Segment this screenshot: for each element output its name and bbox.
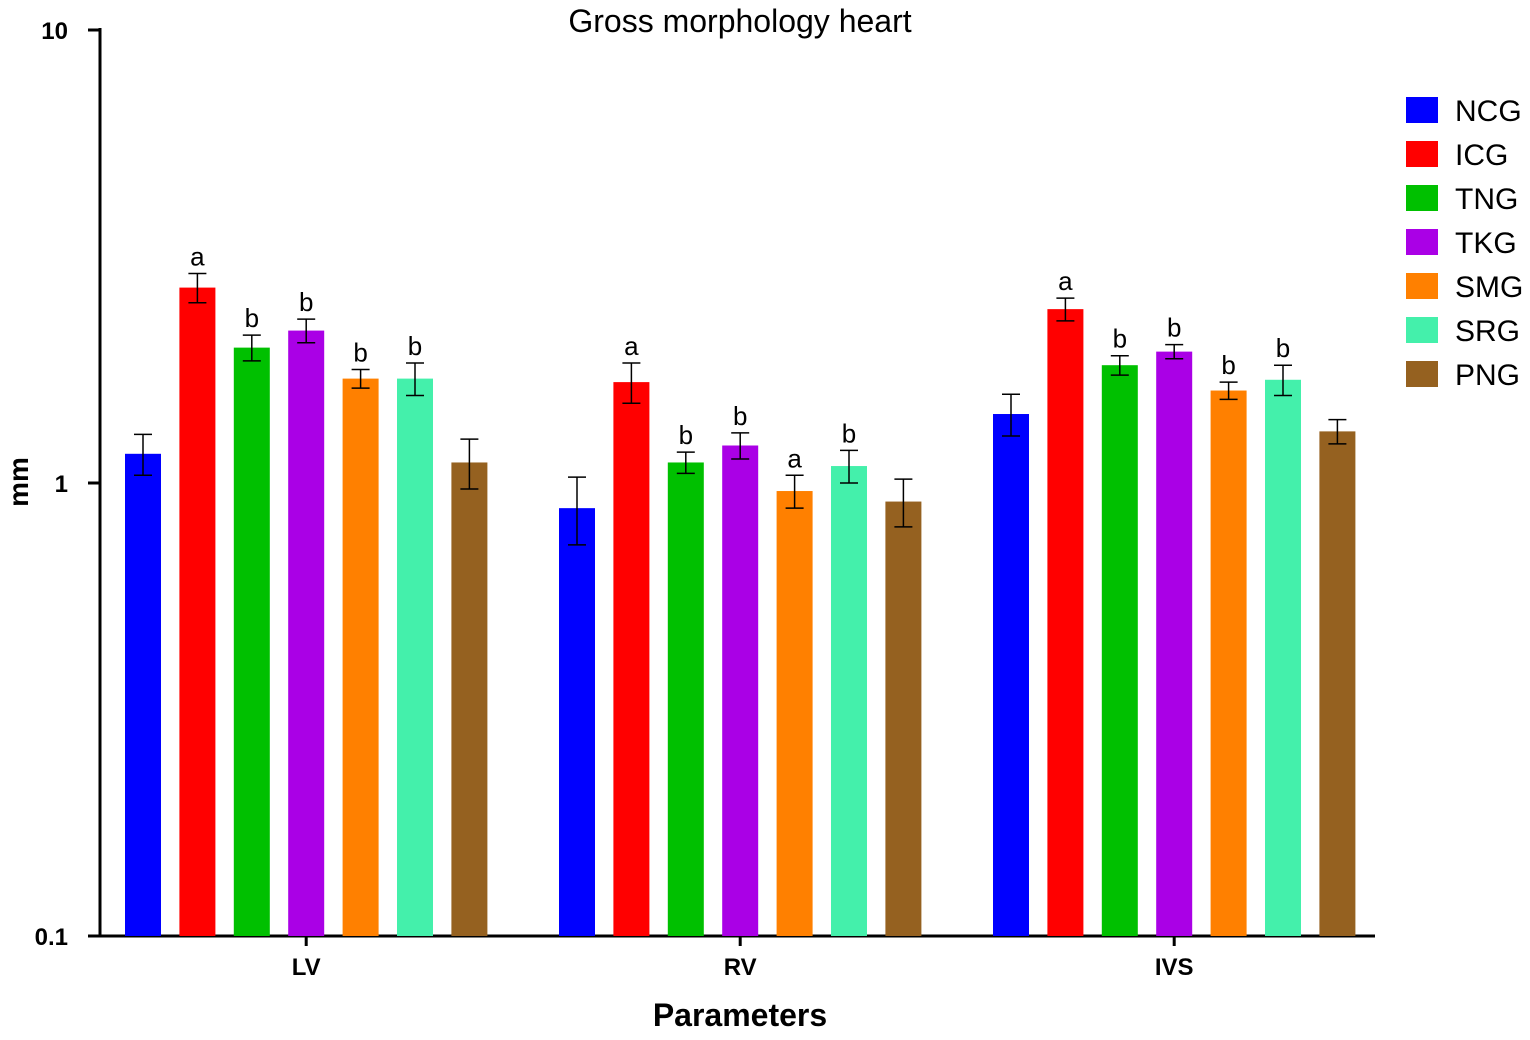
bar-ncg-ivs bbox=[993, 414, 1029, 936]
error-bar-ncg-ivs bbox=[1002, 393, 1020, 437]
bar-png-lv bbox=[451, 462, 488, 936]
legend-swatch-ncg bbox=[1406, 97, 1438, 123]
significance-label: a bbox=[787, 443, 802, 473]
significance-label: b bbox=[842, 418, 856, 448]
legend-label-ncg: NCG bbox=[1455, 95, 1522, 128]
bar-smg-lv bbox=[342, 378, 379, 936]
significance-label: b bbox=[1113, 324, 1127, 354]
error-bar-smg-rv bbox=[785, 474, 804, 509]
y-tick-label: 1 bbox=[55, 471, 68, 498]
significance-label: b bbox=[353, 338, 367, 368]
legend-label-icg: ICG bbox=[1455, 139, 1508, 172]
legend: NCG ICG TNG TKG SMG SRG PNG bbox=[1406, 95, 1523, 392]
legend-swatch-icg bbox=[1406, 141, 1438, 167]
legend-swatch-png bbox=[1406, 361, 1438, 387]
legend-swatch-tng bbox=[1406, 185, 1438, 211]
significance-label: b bbox=[1276, 333, 1290, 363]
significance-label: b bbox=[299, 287, 313, 317]
error-bar-tng-ivs bbox=[1110, 354, 1129, 376]
chart-title: Gross morphology heart bbox=[568, 3, 911, 39]
error-bar-srg-ivs bbox=[1274, 364, 1292, 397]
bar-icg-rv bbox=[613, 382, 650, 936]
error-bar-icg-lv bbox=[188, 272, 207, 304]
legend-label-png: PNG bbox=[1455, 359, 1520, 392]
bar-ncg-lv bbox=[125, 453, 161, 936]
y-axis-label: mm bbox=[3, 457, 34, 507]
error-bar-tng-rv bbox=[676, 451, 695, 475]
error-bar-srg-lv bbox=[406, 362, 424, 397]
legend-label-smg: SMG bbox=[1455, 271, 1523, 304]
bar-tkg-lv bbox=[288, 330, 325, 936]
error-bar-ncg-lv bbox=[134, 433, 152, 477]
bar-icg-lv bbox=[179, 287, 216, 936]
bar-srg-ivs bbox=[1265, 379, 1301, 936]
significance-label: b bbox=[1167, 313, 1181, 343]
error-bar-srg-rv bbox=[840, 449, 858, 484]
error-bar-png-rv bbox=[894, 478, 913, 528]
legend-label-tkg: TKG bbox=[1455, 227, 1517, 260]
legend-label-srg: SRG bbox=[1455, 315, 1520, 348]
bar-tng-ivs bbox=[1101, 365, 1138, 937]
bar-tkg-ivs bbox=[1156, 351, 1193, 936]
bar-srg-lv bbox=[397, 378, 433, 936]
bar-icg-ivs bbox=[1047, 309, 1084, 936]
x-tick-label-lv: LV bbox=[292, 954, 321, 981]
bar-ncg-rv bbox=[559, 508, 595, 936]
error-bar-png-lv bbox=[460, 438, 479, 490]
legend-swatch-srg bbox=[1406, 317, 1438, 343]
significance-label: b bbox=[679, 420, 693, 450]
error-bar-tkg-rv bbox=[731, 432, 750, 460]
legend-swatch-smg bbox=[1406, 273, 1438, 299]
error-bar-smg-ivs bbox=[1219, 381, 1238, 401]
significance-label: b bbox=[1221, 350, 1235, 380]
error-bar-png-ivs bbox=[1328, 418, 1347, 445]
significance-label: b bbox=[733, 401, 747, 431]
error-bar-icg-ivs bbox=[1056, 297, 1075, 322]
bar-smg-ivs bbox=[1210, 390, 1247, 936]
bar-png-rv bbox=[885, 501, 922, 936]
error-bar-icg-rv bbox=[622, 362, 641, 404]
y-tick-label: 0.1 bbox=[35, 924, 68, 951]
bar-tkg-rv bbox=[722, 445, 759, 936]
plot-area: 0.1 1 10 LV RV IVS a a a b b b b b b b a b b b b bbox=[35, 18, 1375, 981]
error-bar-smg-lv bbox=[351, 368, 370, 389]
bar-tng-rv bbox=[667, 462, 704, 936]
error-bar-tkg-ivs bbox=[1165, 343, 1184, 360]
error-bar-tng-lv bbox=[242, 334, 261, 362]
bar-smg-rv bbox=[776, 491, 813, 936]
significance-label: b bbox=[408, 331, 422, 361]
y-tick-label: 10 bbox=[41, 18, 68, 45]
legend-swatch-tkg bbox=[1406, 229, 1438, 255]
x-axis-label: Parameters bbox=[653, 997, 827, 1033]
x-tick-label-ivs: IVS bbox=[1155, 954, 1194, 981]
significance-label: a bbox=[190, 242, 205, 272]
error-bar-ncg-rv bbox=[568, 476, 586, 546]
bar-png-ivs bbox=[1319, 431, 1356, 936]
significance-label: b bbox=[245, 303, 259, 333]
bar-srg-rv bbox=[831, 466, 867, 936]
significance-label: a bbox=[1058, 266, 1073, 296]
bar-tng-lv bbox=[233, 347, 270, 936]
legend-label-tng: TNG bbox=[1455, 183, 1518, 216]
x-tick-label-rv: RV bbox=[724, 954, 757, 981]
significance-label: a bbox=[624, 331, 639, 361]
error-bar-tkg-lv bbox=[297, 318, 316, 344]
